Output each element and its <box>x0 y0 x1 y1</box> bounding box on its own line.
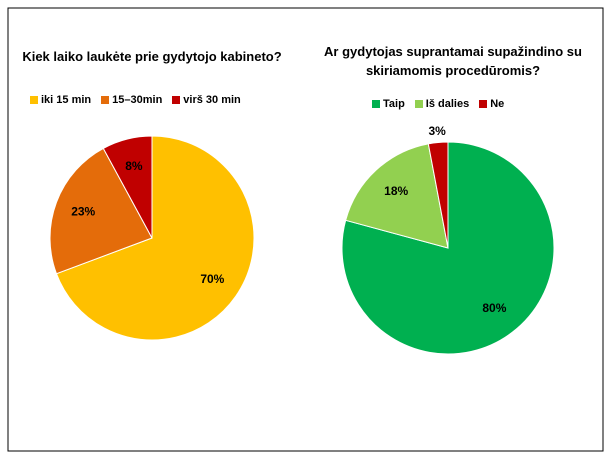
legend-item: virš 30 min <box>172 94 241 106</box>
legend-swatch <box>101 96 110 104</box>
legend-label: virš 30 min <box>183 94 241 106</box>
data-label: 23% <box>71 204 95 218</box>
chart-title: Ar gydytojas suprantamai supažindino su … <box>324 44 582 78</box>
data-label: 8% <box>125 159 143 173</box>
legend-label: Taip <box>383 98 405 110</box>
legend: Taip Iš dalies Ne <box>372 98 504 110</box>
legend-item: 15–30min <box>101 94 162 106</box>
legend-item: iki 15 min <box>30 94 91 106</box>
pie-slice <box>55 135 255 341</box>
data-label: 18% <box>384 184 408 198</box>
legend-label: iki 15 min <box>41 94 92 106</box>
legend-label: Iš dalies <box>425 98 470 110</box>
legend: iki 15 min 15–30min virš 30 min <box>30 94 241 106</box>
legend-label: Ne <box>490 98 505 110</box>
pie-slice <box>427 141 449 249</box>
legend-label: 15–30min <box>112 94 163 106</box>
legend-item: Ne <box>479 98 504 110</box>
legend-item: Taip <box>372 98 405 110</box>
data-label: 3% <box>428 124 446 138</box>
pie-slice <box>345 143 449 249</box>
pie-slice <box>49 147 153 275</box>
legend-swatch <box>479 100 488 108</box>
data-label: 80% <box>482 301 506 315</box>
legend-swatch <box>30 96 38 104</box>
chart-title: Kiek laiko laukėte prie gydytojo kabinet… <box>22 49 282 64</box>
legend-swatch <box>172 96 181 104</box>
legend-swatch <box>372 100 380 108</box>
pie-slice <box>102 135 153 239</box>
data-label: 70% <box>200 272 224 286</box>
legend-swatch <box>414 100 423 108</box>
legend-item: Iš dalies <box>414 98 470 110</box>
